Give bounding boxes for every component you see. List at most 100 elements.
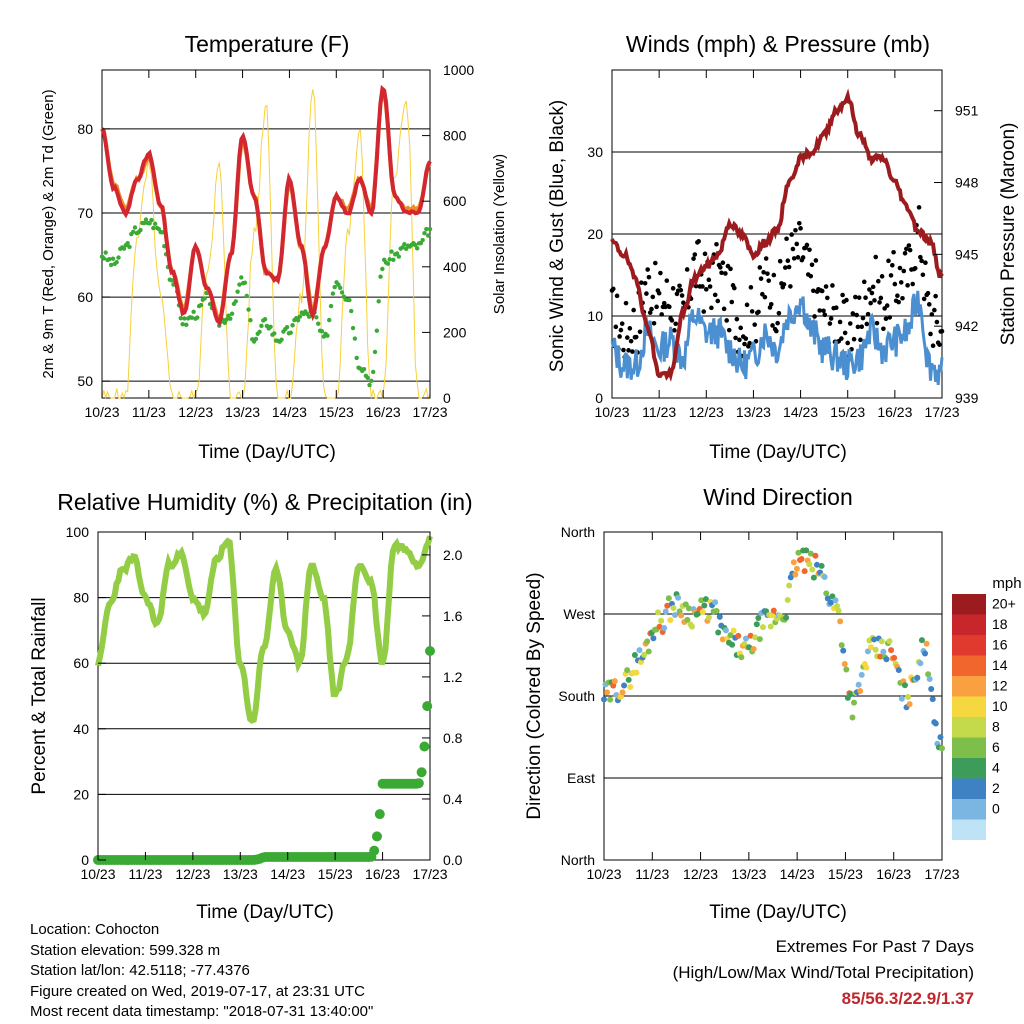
y2-tick-label: 1.2 <box>443 669 463 685</box>
gust-point <box>644 291 649 296</box>
gust-point <box>703 287 709 292</box>
dewpoint-point <box>352 336 358 341</box>
gust-point <box>653 260 658 266</box>
dewpoint-point <box>184 322 189 328</box>
dewpoint-point <box>259 323 264 329</box>
legend-swatch <box>952 594 986 615</box>
humidity-x-ticks: 10/23 11/23 12/23 13/23 14/23 15/23 16/23 17/23 <box>80 532 448 882</box>
direction-point <box>818 562 825 569</box>
temperature-ylabel-left: 2m & 9m T (Red, Orange) & 2m Td (Green) <box>40 89 57 378</box>
direction-point <box>752 634 759 641</box>
direction-point <box>644 638 651 645</box>
gust-point <box>925 290 931 296</box>
x-tick-label: 14/23 <box>270 866 305 882</box>
dewpoint-point <box>427 226 433 232</box>
legend-swatch <box>952 676 986 697</box>
gust-point <box>809 262 815 268</box>
dewpoint-point <box>290 323 295 328</box>
gust-point <box>785 258 791 263</box>
direction-x-ticks: 10/23 11/23 12/23 13/23 14/23 15/23 16/23 17/23 <box>586 532 960 882</box>
gust-point <box>744 302 750 308</box>
gust-point <box>692 252 698 257</box>
dewpoint-point <box>370 369 376 375</box>
gust-point <box>912 265 918 271</box>
legend-label: 0 <box>992 801 1000 817</box>
dewpoint-series <box>99 217 433 388</box>
dewpoint-point <box>391 257 396 263</box>
dewpoint-point <box>349 308 354 314</box>
direction-point <box>914 674 921 681</box>
gust-point <box>709 305 714 311</box>
direction-point <box>746 644 753 651</box>
dewpoint-point <box>396 254 402 259</box>
gust-point <box>897 265 903 271</box>
precip-point <box>425 645 435 656</box>
gust-point <box>853 294 858 300</box>
legend-swatch <box>952 737 986 758</box>
direction-point <box>939 745 945 752</box>
dewpoint-point <box>191 309 196 314</box>
direction-point <box>905 694 912 701</box>
direction-gridlines <box>604 531 942 861</box>
dewpoint-point <box>237 282 242 287</box>
direction-point <box>886 638 893 645</box>
gust-point <box>923 260 928 266</box>
y-tick-label: 70 <box>77 205 93 221</box>
x-tick-label: 15/23 <box>828 866 863 882</box>
direction-point <box>705 614 712 621</box>
gust-point <box>768 301 774 307</box>
station-latlon: Station lat/lon: 42.5118; -77.4376 <box>30 962 250 979</box>
legend-swatch <box>952 655 986 676</box>
gust-point <box>777 258 783 264</box>
dewpoint-point <box>222 320 227 326</box>
gust-point <box>737 337 742 343</box>
gust-point <box>907 247 913 253</box>
wind-speed-series <box>610 290 944 386</box>
dewpoint-point <box>244 293 249 299</box>
direction-point <box>803 547 810 554</box>
y-tick-label: 100 <box>66 524 90 540</box>
gust-point <box>791 256 797 261</box>
winds-left-ticks: 0 10 20 30 <box>587 144 620 406</box>
dewpoint-point <box>365 375 370 381</box>
y-tick-label: North <box>561 852 595 868</box>
gust-point <box>902 250 908 256</box>
gust-point <box>614 293 620 299</box>
direction-point <box>832 597 839 604</box>
y-tick-label: East <box>567 770 595 786</box>
gust-point <box>658 270 663 276</box>
temperature-right-ticks: 0 200 400 600 800 1000 <box>422 62 474 406</box>
direction-point <box>895 667 902 674</box>
direction-point <box>790 559 797 566</box>
direction-point <box>801 568 808 575</box>
y-tick-label: North <box>561 524 595 540</box>
direction-point <box>824 595 831 602</box>
gust-point <box>827 321 833 326</box>
gust-point <box>752 322 758 327</box>
direction-point <box>713 608 720 615</box>
gust-point <box>718 265 723 270</box>
gust-point <box>905 283 910 288</box>
gust-point <box>895 293 900 299</box>
gust-point <box>667 304 672 310</box>
dewpoint-point <box>369 378 374 384</box>
dewpoint-point <box>350 325 356 331</box>
direction-point <box>715 629 722 636</box>
gust-point <box>886 258 891 264</box>
temperature-plot-frame <box>101 69 431 399</box>
gust-point <box>863 295 868 300</box>
gust-point <box>892 281 898 287</box>
direction-point <box>928 685 935 692</box>
y2-tick-label: 800 <box>443 128 467 144</box>
gust-point <box>789 232 794 237</box>
gust-point <box>726 327 732 333</box>
direction-point <box>656 623 663 630</box>
gust-point <box>748 285 754 290</box>
direction-point <box>738 654 745 661</box>
x-tick-label: 16/23 <box>876 866 911 882</box>
gust-point <box>851 336 857 342</box>
gust-point <box>900 295 905 301</box>
direction-point <box>925 671 932 678</box>
gust-point <box>720 260 726 266</box>
